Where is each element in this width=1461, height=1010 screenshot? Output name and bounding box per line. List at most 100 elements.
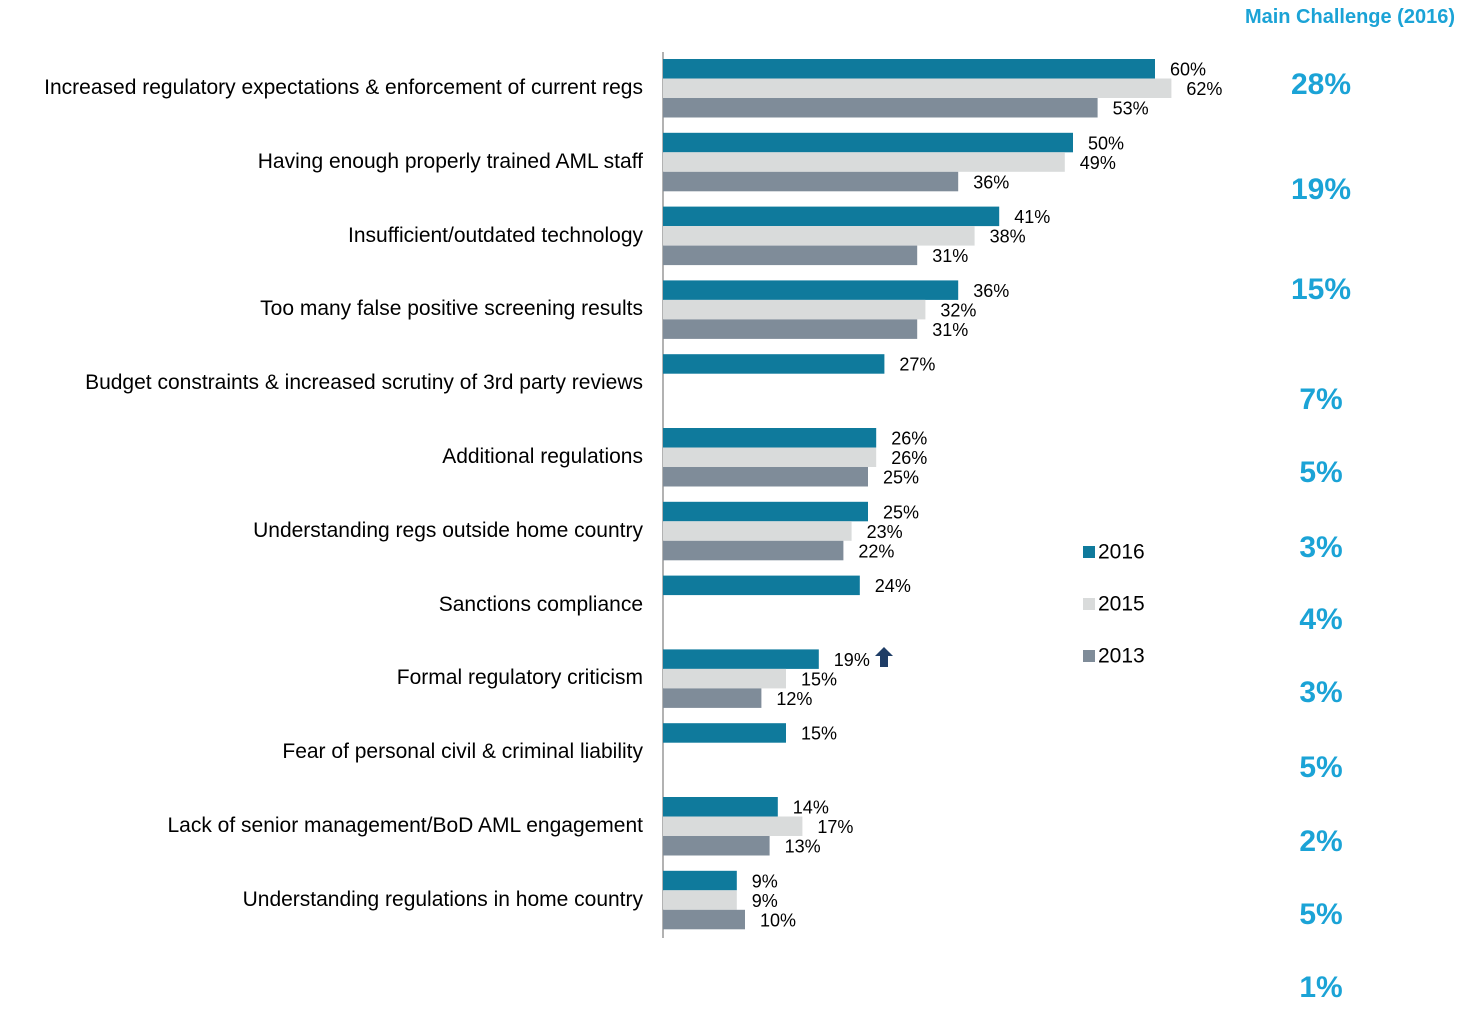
bar bbox=[663, 59, 1155, 79]
value-label: 12% bbox=[776, 689, 812, 709]
legend-swatch bbox=[1083, 598, 1095, 610]
value-label: 36% bbox=[973, 172, 1009, 192]
bar bbox=[663, 98, 1098, 118]
value-label: 25% bbox=[883, 502, 919, 522]
value-label: 27% bbox=[899, 355, 935, 375]
category-label: Budget constraints & increased scrutiny … bbox=[3, 371, 643, 395]
up-arrow-icon bbox=[875, 647, 893, 667]
value-label: 49% bbox=[1080, 153, 1116, 173]
value-label: 17% bbox=[817, 817, 853, 837]
main-challenge-value: 2% bbox=[1299, 825, 1343, 858]
main-challenge-value: 3% bbox=[1299, 676, 1343, 709]
main-challenge-value: 4% bbox=[1299, 603, 1343, 636]
main-challenge-value: 5% bbox=[1299, 898, 1343, 931]
main-challenge-value: 5% bbox=[1299, 751, 1343, 784]
value-label: 23% bbox=[867, 522, 903, 542]
category-label: Understanding regulations in home countr… bbox=[3, 888, 643, 912]
main-challenge-value: 19% bbox=[1290, 173, 1352, 206]
category-label: Understanding regs outside home country bbox=[3, 519, 643, 543]
value-label: 26% bbox=[891, 448, 927, 468]
bar bbox=[663, 540, 844, 561]
category-text: Insufficient/outdated technology bbox=[348, 223, 643, 247]
value-label: 24% bbox=[875, 576, 911, 596]
bar bbox=[663, 797, 778, 817]
legend-label: 2015 bbox=[1098, 593, 1145, 616]
legend-swatch bbox=[1083, 650, 1095, 662]
category-label: Sanctions compliance bbox=[3, 593, 643, 617]
category-text: Having enough properly trained AML staff bbox=[257, 149, 643, 173]
bar bbox=[663, 467, 868, 487]
bar bbox=[663, 206, 1000, 227]
value-label: 31% bbox=[932, 246, 968, 266]
legend-label: 2013 bbox=[1098, 645, 1145, 668]
bar bbox=[663, 280, 959, 300]
bar bbox=[663, 723, 786, 743]
category-label: Having enough properly trained AML staff bbox=[3, 150, 643, 174]
value-label: 22% bbox=[858, 541, 894, 561]
category-label: Additional regulations bbox=[3, 445, 643, 469]
bar bbox=[663, 909, 745, 930]
main-challenge-value: 7% bbox=[1299, 383, 1343, 416]
bar bbox=[663, 226, 975, 246]
main-challenge-value: 15% bbox=[1290, 273, 1352, 306]
value-label: 25% bbox=[883, 468, 919, 488]
main-challenge-value: 5% bbox=[1299, 456, 1343, 489]
bar bbox=[663, 428, 877, 448]
category-label: Insufficient/outdated technology bbox=[3, 224, 643, 248]
main-challenge-title: Main Challenge (2016) bbox=[1244, 6, 1455, 28]
value-label: 38% bbox=[990, 227, 1026, 247]
bar bbox=[663, 521, 852, 541]
bar bbox=[663, 688, 762, 708]
value-label: 9% bbox=[752, 871, 778, 891]
value-label: 62% bbox=[1186, 79, 1222, 99]
category-text: Too many false positive screening result… bbox=[260, 297, 643, 321]
bar bbox=[663, 649, 819, 669]
value-label: 19% bbox=[834, 650, 870, 670]
category-label: Lack of senior management/BoD AML engage… bbox=[3, 814, 643, 838]
bar bbox=[663, 890, 737, 910]
main-challenge-value: 28% bbox=[1290, 68, 1352, 101]
bar bbox=[663, 447, 877, 467]
bar bbox=[663, 668, 786, 689]
value-label: 10% bbox=[760, 910, 796, 930]
bar bbox=[663, 354, 885, 374]
bar bbox=[663, 870, 737, 891]
bar bbox=[663, 299, 926, 320]
bar bbox=[663, 575, 860, 596]
value-label: 53% bbox=[1113, 99, 1149, 119]
value-label: 36% bbox=[973, 281, 1009, 301]
bar bbox=[663, 78, 1172, 98]
bar bbox=[663, 152, 1065, 172]
category-text: Fear of personal civil & criminal liabil… bbox=[282, 740, 643, 764]
bar bbox=[663, 501, 868, 522]
category-text: Lack of senior management/BoD AML engage… bbox=[167, 814, 643, 837]
category-label: Increased regulatory expectations & enfo… bbox=[3, 76, 643, 100]
bar bbox=[663, 816, 803, 836]
value-label: 9% bbox=[752, 891, 778, 911]
main-challenge-value: 3% bbox=[1299, 531, 1343, 564]
value-label: 32% bbox=[940, 300, 976, 320]
category-text: Sanctions compliance bbox=[438, 592, 643, 616]
bar bbox=[663, 836, 770, 856]
value-label: 31% bbox=[932, 320, 968, 340]
value-label: 13% bbox=[785, 837, 821, 857]
legend-swatch bbox=[1083, 546, 1095, 558]
value-label: 41% bbox=[1014, 207, 1050, 227]
value-label: 15% bbox=[801, 669, 837, 689]
category-text: Budget constraints & increased scrutiny … bbox=[85, 371, 643, 395]
value-label: 14% bbox=[793, 798, 829, 818]
bar bbox=[663, 245, 918, 266]
category-label: Fear of personal civil & criminal liabil… bbox=[3, 740, 643, 764]
category-text: Understanding regs outside home country bbox=[253, 518, 643, 542]
category-text: Formal regulatory criticism bbox=[396, 666, 643, 690]
bar bbox=[663, 171, 959, 192]
category-label: Too many false positive screening result… bbox=[3, 297, 643, 321]
category-text: Increased regulatory expectations & enfo… bbox=[44, 76, 643, 99]
main-challenge-value: 1% bbox=[1299, 971, 1343, 1004]
bar bbox=[663, 132, 1073, 153]
value-label: 50% bbox=[1088, 133, 1124, 153]
value-label: 15% bbox=[801, 724, 837, 744]
legend-label: 2016 bbox=[1098, 541, 1145, 564]
